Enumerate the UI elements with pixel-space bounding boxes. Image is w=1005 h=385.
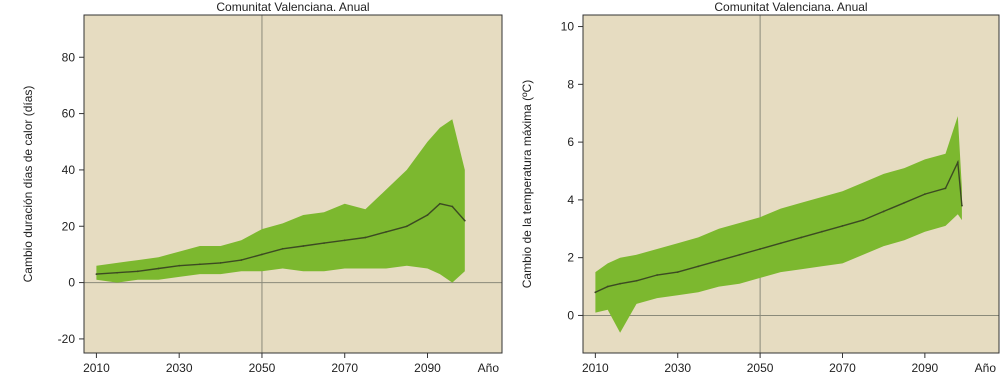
x-tick-label: 2010 <box>582 361 609 375</box>
data-point <box>697 265 700 268</box>
y-tick-label: 0 <box>68 276 75 290</box>
data-point <box>426 214 429 216</box>
y-tick-label: 20 <box>62 219 76 233</box>
data-point <box>676 271 679 274</box>
data-point <box>594 291 597 294</box>
data-point <box>635 279 638 282</box>
y-tick-label: 4 <box>567 193 574 207</box>
data-point <box>439 202 441 205</box>
data-point <box>240 259 243 261</box>
y-tick-label: 60 <box>62 107 76 121</box>
y-axis-label: Cambio de la temperatura máxima (ºC) <box>520 80 534 288</box>
y-tick-label: 0 <box>567 308 574 322</box>
data-point <box>738 253 741 256</box>
x-tick-label: 2070 <box>331 361 358 375</box>
x-axis-label: Año <box>975 361 997 375</box>
data-point <box>956 161 959 164</box>
data-point <box>923 193 926 196</box>
data-point <box>779 242 782 245</box>
data-point <box>136 270 139 273</box>
chart-title: Comunitat Valenciana. Anual <box>216 0 369 14</box>
data-point <box>961 204 963 207</box>
data-point <box>116 271 119 274</box>
x-tick-label: 2090 <box>414 361 441 375</box>
y-tick-label: 6 <box>567 135 574 149</box>
data-point <box>178 264 181 267</box>
x-tick-label: 2030 <box>166 361 193 375</box>
data-point <box>364 236 367 239</box>
x-tick-label: 2090 <box>912 361 939 375</box>
data-point <box>656 274 659 276</box>
chart-title: Comunitat Valenciana. Anual <box>714 0 867 14</box>
chart-panel-2: Comunitat Valenciana. Anual 0 2 4 6 8 10 2010 20… <box>520 0 1000 375</box>
x-tick-label: 2050 <box>249 361 276 375</box>
data-point <box>820 230 823 233</box>
data-point <box>95 273 98 276</box>
x-axis-label: Año <box>478 361 500 375</box>
data-point <box>343 239 346 242</box>
plot-frame <box>582 14 1000 354</box>
data-point <box>219 261 222 264</box>
x-tick-label: 2030 <box>664 361 691 375</box>
data-point <box>281 247 284 250</box>
x-tick-label: 2070 <box>829 361 856 375</box>
chart-panel-1: Comunitat Valenciana. Anual -20 0 20 40 60 80 2… <box>21 0 503 375</box>
data-point <box>759 248 762 250</box>
y-tick-label: -20 <box>58 332 76 346</box>
data-point <box>261 253 263 256</box>
y-tick-label: 10 <box>561 20 575 34</box>
data-point <box>882 210 885 213</box>
data-point <box>606 285 609 288</box>
y-tick-label: 40 <box>62 163 76 177</box>
data-point <box>800 236 803 239</box>
uncertainty-band-1 <box>96 119 465 283</box>
data-point <box>718 259 720 262</box>
mean-line-1 <box>96 202 466 275</box>
data-point <box>944 187 947 190</box>
data-point <box>385 230 388 233</box>
data-point <box>451 205 454 208</box>
data-point <box>157 267 160 270</box>
x-tick-label: 2050 <box>747 361 774 375</box>
y-axis-label: Cambio duración días de calor (días) <box>21 86 35 283</box>
data-point <box>323 242 325 245</box>
data-point <box>463 219 466 222</box>
data-point <box>198 263 201 266</box>
uncertainty-band-1 <box>595 116 962 333</box>
data-point <box>619 282 621 285</box>
data-point <box>903 201 906 204</box>
y-tick-label: 2 <box>567 251 574 265</box>
data-point <box>405 225 408 228</box>
plot-frame <box>83 14 503 354</box>
y-tick-label: 80 <box>62 50 76 64</box>
data-point <box>841 224 844 227</box>
data-point <box>862 219 864 222</box>
data-point <box>302 245 305 247</box>
y-tick-label: 8 <box>567 77 574 91</box>
x-tick-label: 2010 <box>83 361 110 375</box>
